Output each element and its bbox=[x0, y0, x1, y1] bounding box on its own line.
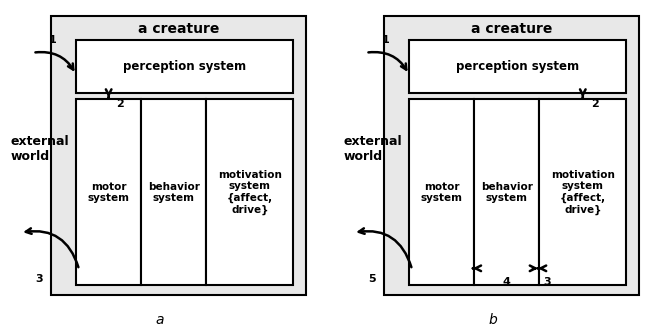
Text: a creature: a creature bbox=[138, 22, 219, 37]
Text: a: a bbox=[156, 313, 164, 327]
Text: motor
system: motor system bbox=[421, 182, 463, 203]
Text: 4: 4 bbox=[503, 277, 511, 287]
Text: b: b bbox=[488, 313, 498, 327]
Text: external
world: external world bbox=[11, 135, 69, 163]
Text: behavior
system: behavior system bbox=[148, 182, 200, 203]
Text: 1: 1 bbox=[382, 35, 390, 45]
Text: perception system: perception system bbox=[123, 60, 246, 73]
Text: a creature: a creature bbox=[471, 22, 552, 37]
Bar bbox=[474, 99, 539, 285]
Text: perception system: perception system bbox=[456, 60, 579, 73]
Bar bbox=[76, 99, 141, 285]
Text: external
world: external world bbox=[344, 135, 402, 163]
Text: 2: 2 bbox=[116, 99, 123, 109]
Text: 3: 3 bbox=[543, 277, 551, 287]
Bar bbox=[409, 40, 626, 93]
Text: behavior
system: behavior system bbox=[481, 182, 533, 203]
Text: motivation
system
{affect,
drive}: motivation system {affect, drive} bbox=[218, 170, 282, 215]
Text: 3: 3 bbox=[35, 274, 43, 284]
Bar bbox=[76, 40, 293, 93]
Bar bbox=[206, 99, 293, 285]
Bar bbox=[141, 99, 206, 285]
Text: 2: 2 bbox=[591, 99, 599, 109]
Text: 1: 1 bbox=[49, 35, 57, 45]
Bar bbox=[539, 99, 626, 285]
Bar bbox=[384, 16, 639, 295]
Text: motivation
system
{affect,
drive}: motivation system {affect, drive} bbox=[551, 170, 615, 215]
Text: 5: 5 bbox=[368, 274, 376, 284]
Text: motor
system: motor system bbox=[88, 182, 130, 203]
Bar bbox=[409, 99, 474, 285]
Bar bbox=[51, 16, 306, 295]
